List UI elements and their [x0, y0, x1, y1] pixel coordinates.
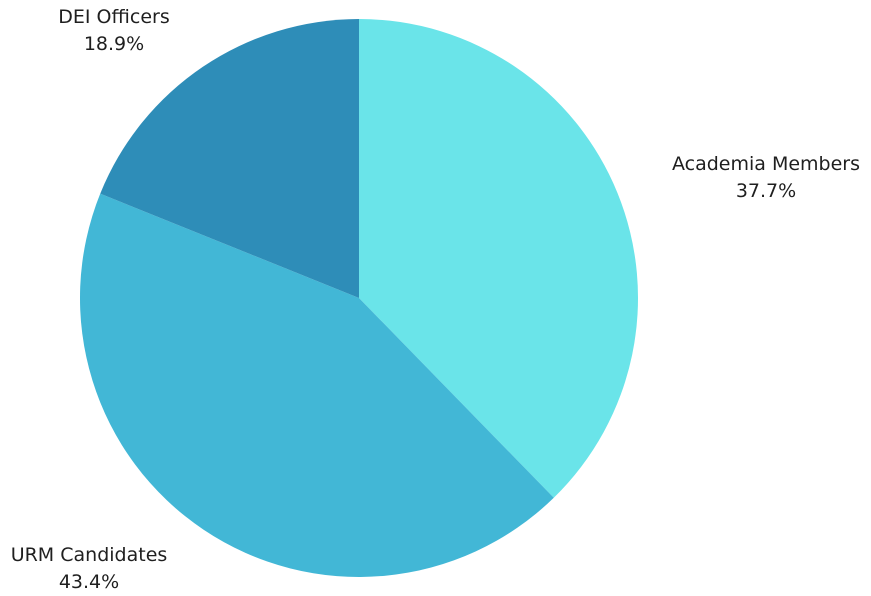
slice-label-academia-members: Academia Members — [672, 153, 860, 175]
slice-value-academia-members: 37.7% — [736, 180, 796, 202]
pie-slice-dei-officers — [100, 18, 360, 298]
pie-slices — [79, 18, 639, 578]
pie-labels: Academia Members 37.7% URM Candidates 43.4%… — [11, 6, 860, 593]
slice-label-urm-candidates: URM Candidates — [11, 544, 168, 566]
pie-slice-academia-members — [359, 19, 639, 498]
slice-value-urm-candidates: 43.4% — [59, 571, 119, 593]
slice-value-dei-officers: 18.9% — [84, 33, 144, 55]
pie-slice-urm-candidates — [79, 193, 554, 578]
slice-label-dei-officers: DEI Officers — [58, 6, 169, 28]
